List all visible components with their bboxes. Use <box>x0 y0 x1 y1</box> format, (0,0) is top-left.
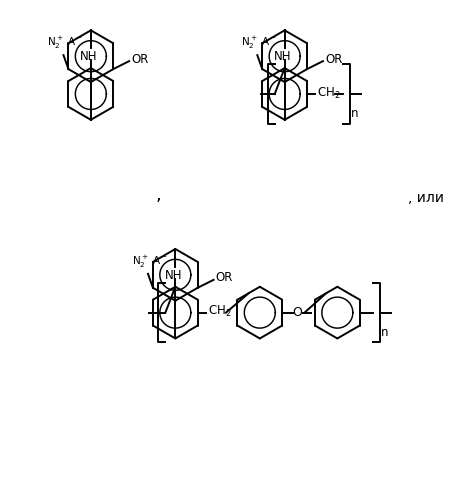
Text: n: n <box>381 326 388 338</box>
Text: NH: NH <box>80 50 98 63</box>
Text: CH$_2$: CH$_2$ <box>208 304 232 319</box>
Text: N$_2^+$ A$^-$: N$_2^+$ A$^-$ <box>132 254 168 270</box>
Text: OR: OR <box>216 272 233 284</box>
Text: , или: , или <box>408 192 444 205</box>
Text: O: O <box>293 306 303 319</box>
Text: OR: OR <box>131 52 148 66</box>
Text: N$_2^+$ A$^-$: N$_2^+$ A$^-$ <box>241 35 278 51</box>
Text: N$_2^+$ A$^-$: N$_2^+$ A$^-$ <box>47 35 84 51</box>
Text: CH$_2$: CH$_2$ <box>317 86 341 100</box>
Text: OR: OR <box>325 52 342 66</box>
Text: NH: NH <box>274 50 291 63</box>
Text: ,: , <box>156 186 161 204</box>
Text: n: n <box>351 107 359 120</box>
Text: NH: NH <box>164 269 182 282</box>
